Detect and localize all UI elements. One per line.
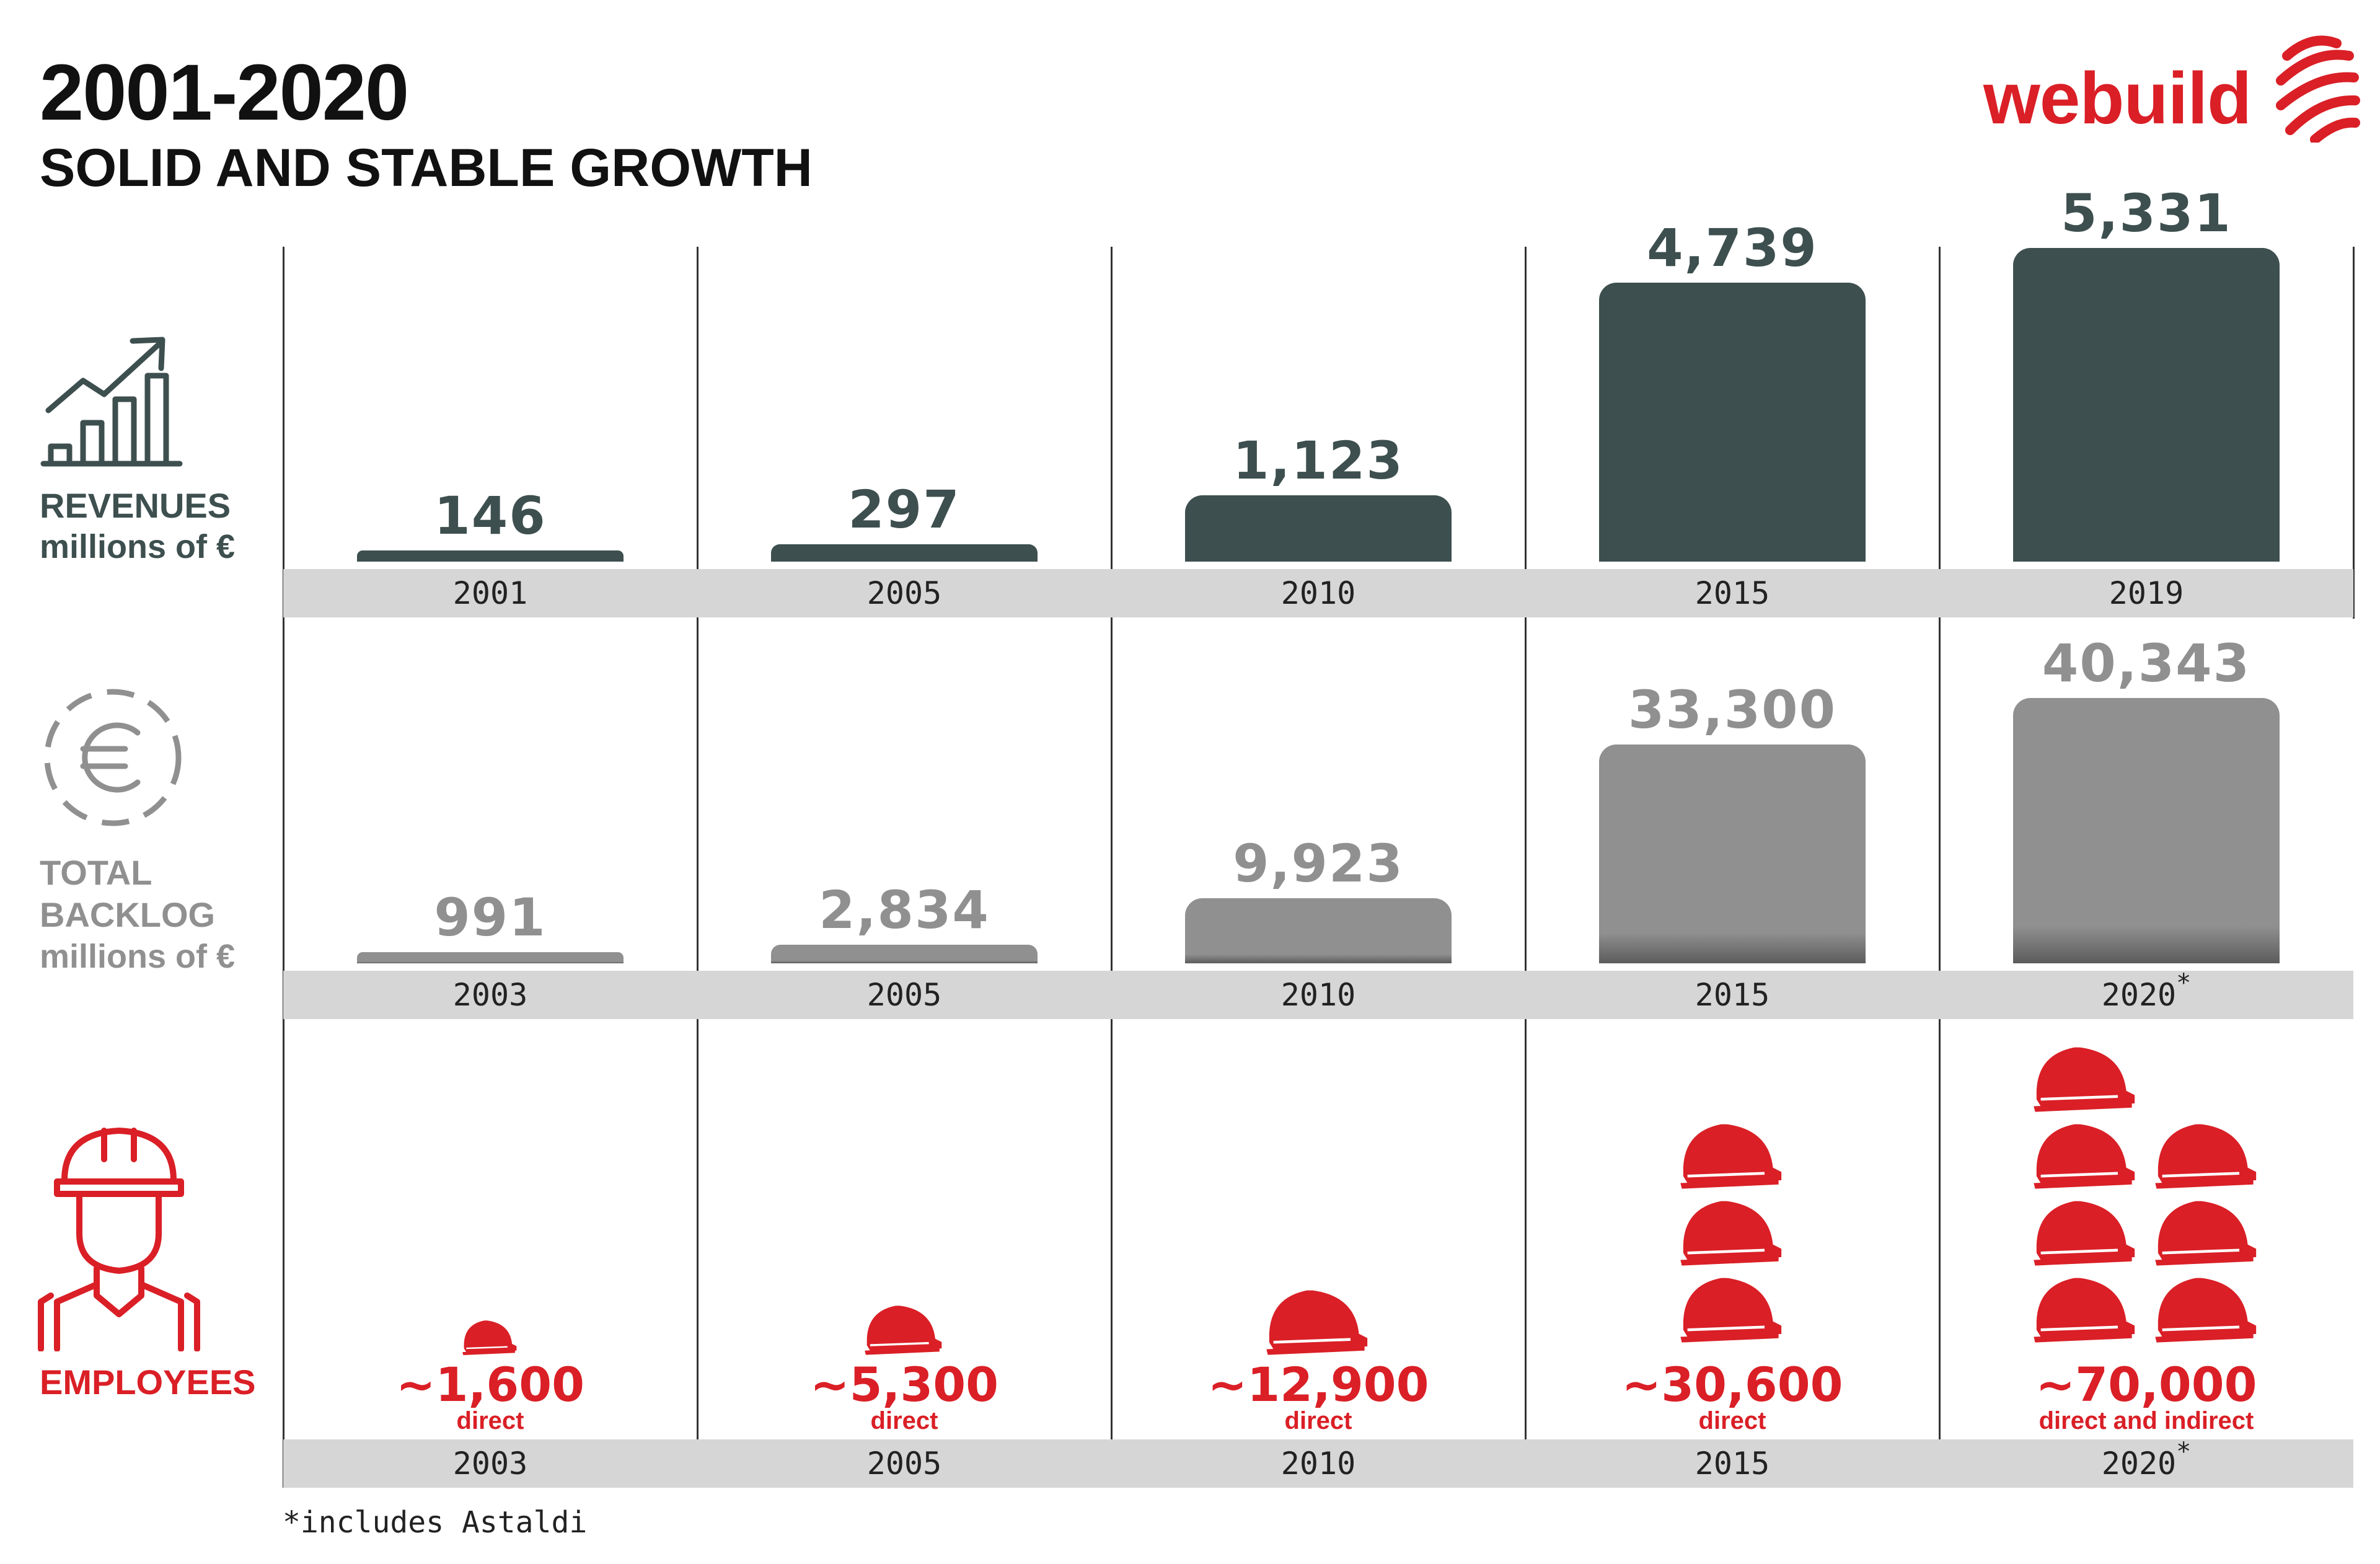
column-divider bbox=[1111, 247, 1113, 1488]
backlog-label-line2: BACKLOG bbox=[40, 895, 216, 935]
hard-hat-icon bbox=[1680, 1278, 1782, 1343]
hard-hat-icon bbox=[1266, 1290, 1368, 1355]
hard-hat-icon bbox=[2034, 1278, 2135, 1343]
backlog-bar bbox=[1185, 898, 1452, 963]
backlog-value-label: 2,834 bbox=[819, 879, 990, 940]
backlog-unit: millions of € bbox=[40, 937, 236, 975]
footnote-mark: * bbox=[2176, 969, 2192, 997]
backlog-value-label: 991 bbox=[434, 887, 547, 948]
page-title: 2001-2020 bbox=[40, 48, 409, 137]
revenues-year-band bbox=[283, 569, 2353, 617]
footnote: *includes Astaldi bbox=[283, 1505, 588, 1540]
backlog-year-band bbox=[283, 971, 2353, 1019]
revenues-value-label: 5,331 bbox=[2061, 183, 2232, 244]
webuild-logo: webuild bbox=[1983, 25, 2368, 149]
revenues-year-label: 2010 bbox=[1280, 575, 1356, 611]
logo-text: webuild bbox=[1983, 58, 2252, 139]
revenues-label: REVENUES bbox=[40, 486, 231, 525]
backlog-bar bbox=[357, 952, 624, 963]
revenues-bar bbox=[1599, 283, 1866, 562]
employees-note: direct bbox=[456, 1407, 524, 1434]
employees-value-label: ~70,000 bbox=[2035, 1357, 2257, 1412]
employees-year-label: 2003 bbox=[452, 1446, 528, 1482]
backlog-year-label: 2003 bbox=[452, 977, 528, 1013]
backlog-value-label: 40,343 bbox=[2042, 633, 2251, 694]
hard-hat-icon bbox=[2034, 1201, 2135, 1266]
backlog-bar bbox=[1599, 744, 1866, 963]
hard-hat-icon bbox=[2034, 1124, 2135, 1189]
column-divider bbox=[1525, 247, 1527, 1488]
employees-value-label: ~30,600 bbox=[1621, 1357, 1843, 1412]
employees-note: direct bbox=[1284, 1407, 1352, 1434]
revenues-value-label: 146 bbox=[434, 485, 547, 546]
column-divider bbox=[1939, 247, 1941, 1488]
euro-coin-icon bbox=[44, 689, 182, 826]
revenues-value-label: 1,123 bbox=[1233, 430, 1404, 492]
employees-note: direct bbox=[870, 1407, 938, 1434]
employees-year-label: 2020* bbox=[2101, 1438, 2192, 1482]
employees-year-label: 2010 bbox=[1280, 1446, 1356, 1482]
revenues-value-label: 4,739 bbox=[1647, 218, 1818, 279]
hard-hat-icon bbox=[462, 1320, 517, 1355]
backlog-value-label: 33,300 bbox=[1628, 679, 1837, 740]
hard-hat-icon bbox=[2155, 1201, 2257, 1266]
revenues-year-label: 2001 bbox=[452, 575, 528, 611]
revenues-year-label: 2019 bbox=[2109, 575, 2184, 611]
backlog-bar bbox=[771, 944, 1038, 963]
column-divider bbox=[697, 247, 699, 1488]
revenues-year-label: 2015 bbox=[1695, 575, 1770, 611]
revenues-bar bbox=[357, 550, 624, 562]
backlog-label-line1: TOTAL bbox=[40, 853, 152, 892]
revenues-bar bbox=[771, 544, 1038, 562]
logo-mark-icon bbox=[2276, 35, 2360, 143]
revenues-bar bbox=[2013, 248, 2280, 562]
column-divider bbox=[2353, 247, 2355, 619]
hard-hat-icon bbox=[2155, 1278, 2257, 1343]
backlog-year-label: 2020* bbox=[2101, 969, 2192, 1013]
hard-hat-icon bbox=[1680, 1201, 1782, 1266]
revenues-year-label: 2005 bbox=[866, 575, 942, 611]
growth-chart-icon bbox=[40, 337, 183, 467]
column-divider bbox=[283, 247, 284, 1488]
employees-value-label: ~1,600 bbox=[395, 1357, 585, 1412]
revenues-value-label: 297 bbox=[848, 479, 961, 540]
footnote-mark: * bbox=[2176, 1438, 2192, 1466]
employees-year-label: 2015 bbox=[1695, 1446, 1770, 1482]
revenues-unit: millions of € bbox=[40, 528, 236, 566]
page-subtitle: SOLID AND STABLE GROWTH bbox=[40, 138, 813, 198]
hard-hat-icon bbox=[2155, 1124, 2257, 1189]
backlog-value-label: 9,923 bbox=[1233, 833, 1404, 894]
employees-value-label: ~12,900 bbox=[1207, 1357, 1429, 1412]
hard-hat-icon bbox=[1680, 1124, 1782, 1189]
construction-worker-icon bbox=[38, 1128, 200, 1351]
hard-hat-icon bbox=[865, 1306, 942, 1355]
employees-label: EMPLOYEES bbox=[40, 1363, 256, 1402]
backlog-year-label: 2015 bbox=[1695, 977, 1770, 1013]
hard-hat-icon bbox=[2034, 1047, 2135, 1112]
employees-value-label: ~5,300 bbox=[809, 1357, 999, 1412]
revenues-bar bbox=[1185, 495, 1452, 562]
employees-note: direct bbox=[1698, 1407, 1766, 1434]
employees-note: direct and indirect bbox=[2038, 1407, 2254, 1434]
backlog-year-label: 2005 bbox=[866, 977, 942, 1013]
employees-year-band bbox=[283, 1439, 2353, 1488]
backlog-year-label: 2010 bbox=[1280, 977, 1356, 1013]
employees-year-label: 2005 bbox=[866, 1446, 942, 1482]
backlog-bar bbox=[2013, 698, 2280, 963]
